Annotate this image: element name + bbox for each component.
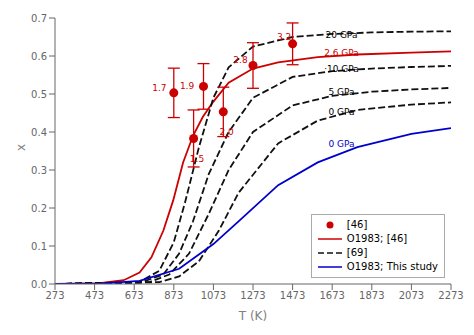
svg-text:2.0: 2.0 bbox=[220, 127, 235, 137]
svg-text:1473: 1473 bbox=[280, 290, 305, 301]
svg-text:1073: 1073 bbox=[201, 290, 226, 301]
svg-text:1.5: 1.5 bbox=[190, 154, 204, 164]
svg-text:2.6 GPa: 2.6 GPa bbox=[324, 48, 359, 58]
svg-text:·10 GPa: ·10 GPa bbox=[324, 64, 359, 74]
html-text:O1983; This study: O1983; This study bbox=[346, 261, 438, 272]
svg-text:20 GPa: 20 GPa bbox=[326, 30, 358, 40]
html-text:[46]: [46] bbox=[346, 219, 368, 230]
html-text:O1983; [46]: O1983; [46] bbox=[346, 233, 408, 244]
svg-text:1273: 1273 bbox=[240, 290, 265, 301]
svg-text:1873: 1873 bbox=[359, 290, 384, 301]
svg-text:673: 673 bbox=[125, 290, 144, 301]
svg-text:2.8: 2.8 bbox=[233, 55, 248, 65]
svg-text:0.5: 0.5 bbox=[31, 89, 47, 100]
svg-text:0.7: 0.7 bbox=[31, 13, 47, 24]
svg-text:0 GPa: 0 GPa bbox=[328, 107, 354, 117]
svg-text:0.1: 0.1 bbox=[31, 241, 47, 252]
svg-text:0.3: 0.3 bbox=[31, 165, 47, 176]
svg-text:2273: 2273 bbox=[438, 290, 463, 301]
svg-text:3.2: 3.2 bbox=[277, 32, 291, 42]
html-text:[69]: [69] bbox=[346, 247, 368, 258]
svg-text:5 GPa: 5 GPa bbox=[328, 87, 354, 97]
svg-text:x: x bbox=[14, 144, 28, 151]
svg-text:0.6: 0.6 bbox=[31, 51, 47, 62]
svg-text:0.2: 0.2 bbox=[31, 203, 47, 214]
svg-text:273: 273 bbox=[45, 290, 64, 301]
svg-text:0 GPa: 0 GPa bbox=[328, 139, 354, 149]
svg-text:1673: 1673 bbox=[319, 290, 344, 301]
svg-text:473: 473 bbox=[85, 290, 104, 301]
svg-text:1.9: 1.9 bbox=[180, 81, 195, 91]
svg-text:2073: 2073 bbox=[399, 290, 424, 301]
svg-text:1.7: 1.7 bbox=[152, 83, 166, 93]
svg-text:T (K): T (K) bbox=[238, 309, 267, 323]
svg-text:0.0: 0.0 bbox=[31, 279, 47, 290]
svg-text:0.4: 0.4 bbox=[31, 127, 47, 138]
svg-text:873: 873 bbox=[164, 290, 183, 301]
